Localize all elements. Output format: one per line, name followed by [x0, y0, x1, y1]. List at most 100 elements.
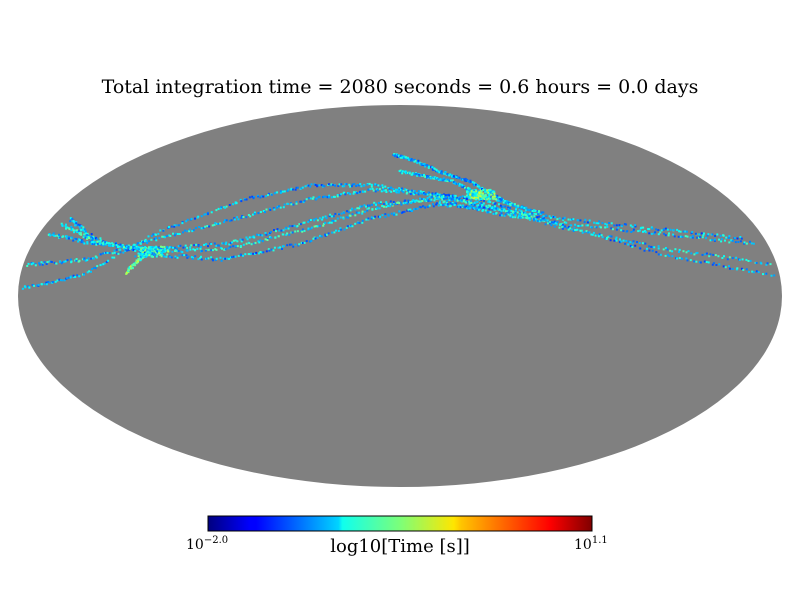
track-pixel — [516, 211, 519, 214]
track-pixel — [464, 205, 467, 208]
hotspot-pixel — [138, 254, 141, 257]
track-pixel — [309, 197, 312, 200]
hotspot-pixel — [468, 195, 471, 198]
track-pixel — [439, 203, 442, 206]
track-pixel — [338, 183, 341, 186]
track-pixel — [455, 176, 458, 179]
track-pixel — [245, 216, 248, 219]
track-pixel — [535, 218, 538, 221]
track-pixel — [194, 255, 197, 258]
track-pixel — [314, 237, 317, 240]
track-pixel — [626, 230, 629, 233]
track-pixel — [549, 220, 552, 223]
track-pixel — [370, 183, 373, 186]
track-pixel — [650, 232, 653, 235]
track-pixel — [258, 234, 261, 237]
track-pixel — [454, 181, 457, 184]
track-pixel — [236, 240, 239, 243]
track-pixel — [426, 164, 428, 167]
track-pixel — [662, 248, 665, 251]
track-pixel — [340, 228, 343, 231]
track-pixel — [678, 257, 681, 259]
track-pixel — [420, 192, 423, 195]
track-pixel — [715, 264, 718, 266]
track-pixel — [459, 206, 462, 209]
track-pixel — [702, 234, 705, 237]
track-pixel — [125, 249, 128, 252]
track-pixel — [222, 257, 225, 260]
track-pixel — [86, 271, 89, 274]
track-pixel — [361, 210, 364, 213]
track-pixel — [345, 226, 348, 229]
track-pixel — [446, 194, 449, 196]
track-pixel — [544, 223, 547, 226]
track-pixel — [108, 252, 111, 254]
track-pixel — [480, 202, 483, 205]
track-pixel — [388, 202, 391, 205]
track-pixel — [433, 199, 436, 202]
track-pixel — [366, 208, 369, 211]
track-pixel — [363, 204, 366, 207]
track-pixel — [634, 244, 637, 247]
track-pixel — [520, 210, 523, 213]
hotspot-pixel — [467, 190, 470, 193]
track-pixel — [631, 245, 634, 248]
track-pixel — [318, 224, 321, 227]
track-pixel — [215, 209, 218, 212]
track-pixel — [294, 188, 297, 191]
track-pixel — [365, 205, 367, 208]
track-pixel — [456, 197, 459, 200]
track-pixel — [466, 205, 469, 208]
track-pixel — [468, 203, 471, 206]
track-pixel — [681, 235, 684, 238]
track-pixel — [245, 198, 248, 201]
track-pixel — [618, 241, 621, 244]
track-pixel — [748, 270, 750, 273]
track-pixel — [454, 199, 456, 202]
track-pixel — [496, 194, 499, 197]
track-pixel — [334, 212, 337, 215]
track-pixel — [394, 203, 397, 206]
track-pixel — [581, 231, 584, 234]
track-pixel — [220, 207, 222, 210]
track-pixel — [561, 227, 564, 230]
track-pixel — [701, 253, 704, 256]
track-pixel — [63, 260, 66, 263]
track-pixel — [624, 242, 627, 245]
track-pixel — [709, 253, 712, 256]
track-pixel — [711, 263, 714, 266]
track-pixel — [49, 260, 52, 263]
track-pixel — [172, 246, 174, 249]
track-pixel — [489, 211, 492, 214]
track-pixel — [433, 194, 435, 197]
track-pixel — [324, 233, 326, 236]
track-pixel — [432, 192, 435, 195]
track-pixel — [276, 228, 279, 231]
track-pixel — [664, 254, 667, 257]
track-pixel — [295, 186, 298, 189]
track-pixel — [548, 215, 551, 218]
track-pixel — [239, 245, 242, 248]
track-pixel — [64, 260, 67, 263]
track-pixel — [567, 218, 570, 221]
track-pixel — [679, 230, 682, 233]
track-pixel — [510, 202, 513, 205]
track-pixel — [161, 235, 164, 238]
track-pixel — [199, 247, 202, 250]
track-pixel — [370, 216, 373, 219]
track-pixel — [208, 225, 211, 228]
track-pixel — [464, 177, 467, 180]
track-pixel — [512, 210, 515, 213]
track-pixel — [391, 203, 394, 206]
track-pixel — [344, 183, 347, 186]
track-pixel — [717, 255, 720, 258]
hotspot-pixel — [475, 193, 478, 196]
track-pixel — [30, 262, 33, 264]
track-pixel — [548, 222, 551, 225]
track-pixel — [264, 232, 267, 234]
track-pixel — [556, 221, 559, 224]
track-pixel — [437, 177, 440, 180]
track-pixel — [72, 229, 75, 232]
track-pixel — [514, 210, 517, 213]
track-pixel — [170, 225, 173, 228]
